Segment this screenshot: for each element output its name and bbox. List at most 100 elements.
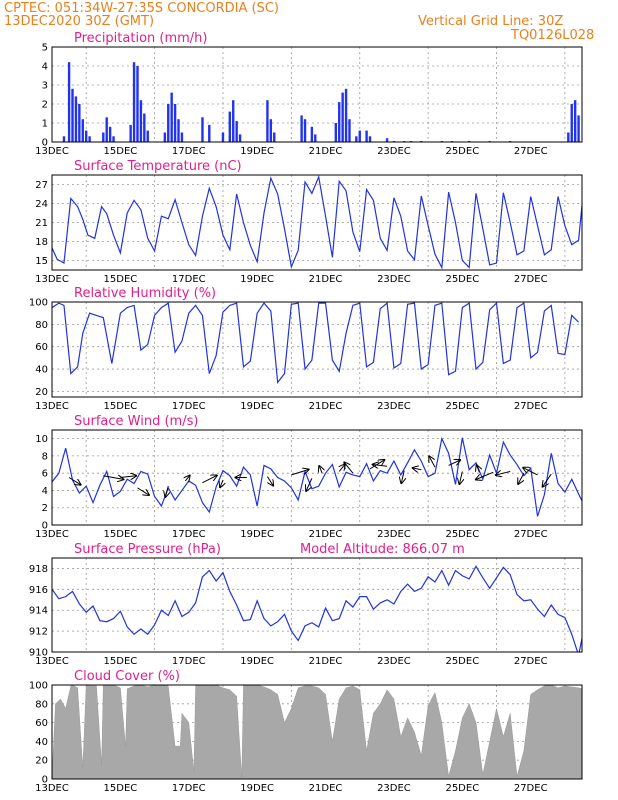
- precip-bar: [232, 100, 235, 142]
- x-tick-label: 15DEC: [104, 274, 138, 285]
- y-tick-label: 24: [35, 199, 48, 210]
- precip-bar: [112, 136, 115, 142]
- y-tick-label: 60: [35, 342, 48, 353]
- y-tick-label: 0: [42, 521, 48, 532]
- y-tick-label: 18: [35, 237, 48, 248]
- precip-bar: [132, 62, 136, 143]
- precip-bar: [355, 136, 358, 142]
- precip-bar: [341, 92, 344, 142]
- precip-bar: [314, 134, 317, 142]
- x-tick-label: 25DEC: [445, 274, 479, 285]
- y-tick-label: 914: [29, 606, 48, 617]
- x-tick-label: 21DEC: [309, 783, 343, 794]
- wind-arrow: [401, 470, 404, 484]
- x-tick-label: 17DEC: [172, 274, 206, 285]
- y-tick-label: 15: [35, 256, 48, 267]
- y-tick-label: 21: [35, 218, 48, 229]
- precip-bar: [173, 104, 177, 142]
- y-tick-label: 912: [29, 627, 48, 638]
- precip-bar: [71, 88, 74, 142]
- header-location: CPTEC: 051:34W-27:35S CONCORDIA (SC): [4, 1, 279, 16]
- precip-bar: [385, 138, 389, 142]
- y-tick-label: 5: [42, 43, 48, 54]
- wind-arrow: [306, 478, 313, 491]
- x-tick-label: 19DEC: [240, 274, 274, 285]
- x-tick-label: 23DEC: [377, 401, 411, 412]
- y-tick-label: 20: [35, 756, 48, 767]
- wind-arrow: [185, 476, 189, 481]
- x-tick-label: 13DEC: [35, 656, 69, 667]
- wind-arrow: [220, 479, 223, 487]
- x-tick-label: 25DEC: [445, 529, 479, 540]
- y-tick-label: 4: [42, 62, 48, 73]
- precip-bar: [170, 92, 173, 142]
- wind-arrow: [165, 486, 168, 497]
- x-tick-label: 13DEC: [35, 783, 69, 794]
- x-tick-label: 15DEC: [104, 529, 138, 540]
- precip-bar: [108, 126, 112, 142]
- y-tick-label: 918: [29, 564, 48, 575]
- y-tick-label: 1: [42, 119, 48, 130]
- precip-bar: [139, 100, 143, 142]
- header-run-time: 13DEC2020 30Z (GMT): [4, 14, 155, 29]
- x-tick-label: 23DEC: [377, 146, 411, 157]
- precip-bar: [208, 124, 211, 142]
- y-tick-label: 10: [35, 434, 48, 445]
- x-tick-label: 17DEC: [172, 656, 206, 667]
- wind-arrow: [339, 464, 345, 472]
- wind-arrow: [202, 475, 216, 484]
- x-tick-label: 15DEC: [104, 783, 138, 794]
- y-tick-label: 6: [42, 469, 48, 480]
- wind-arrow: [291, 470, 308, 476]
- panel-title: Surface Temperature (nC): [74, 159, 242, 174]
- wind-arrow: [373, 464, 388, 466]
- precip-bar: [273, 132, 276, 142]
- precip-bar: [310, 126, 314, 142]
- x-tick-label: 23DEC: [377, 783, 411, 794]
- precip-bar: [84, 130, 88, 142]
- wind-arrow: [137, 487, 149, 495]
- precip-bar: [570, 104, 573, 142]
- y-tick-label: 2: [42, 503, 48, 514]
- wind-arrow: [477, 465, 480, 473]
- y-tick-label: 2: [42, 100, 48, 111]
- wind-arrow: [68, 477, 81, 485]
- x-tick-label: 27DEC: [514, 274, 548, 285]
- x-tick-label: 13DEC: [35, 274, 69, 285]
- rh-line: [52, 302, 580, 385]
- x-tick-label: 13DEC: [35, 529, 69, 540]
- panel-title: Surface Wind (m/s): [74, 414, 198, 429]
- precip-bar: [303, 119, 307, 142]
- x-tick-label: 21DEC: [309, 274, 343, 285]
- precip-bar: [74, 96, 78, 142]
- plot-frame: [51, 46, 583, 143]
- precip-bar: [338, 102, 341, 142]
- plot-frame: [51, 174, 583, 271]
- panel-cloud: 0 20 40 60 80 100 13DEC 15DEC 17DEC 19DEC 21DEC 23D…: [29, 669, 583, 794]
- panel-precip: 0 1 2 3 4 5 13DEC 15DEC 17DEC 19DEC 21DEC 23DEC 25DE…: [35, 31, 583, 157]
- precip-bar: [201, 117, 204, 142]
- precip-bar: [235, 121, 238, 142]
- panel-annotation: Model Altitude: 866.07 m: [300, 542, 465, 557]
- y-tick-label: 80: [35, 699, 48, 710]
- x-tick-label: 25DEC: [445, 401, 479, 412]
- panel-title: Precipitation (mm/h): [74, 31, 207, 46]
- x-tick-label: 23DEC: [377, 274, 411, 285]
- x-tick-label: 19DEC: [240, 783, 274, 794]
- x-tick-label: 15DEC: [104, 401, 138, 412]
- x-tick-label: 25DEC: [445, 783, 479, 794]
- y-tick-label: 40: [35, 365, 48, 376]
- precip-bar: [365, 130, 368, 142]
- x-tick-label: 19DEC: [240, 401, 274, 412]
- precip-bar: [62, 136, 66, 142]
- x-tick-label: 21DEC: [309, 146, 343, 157]
- precip-bar: [67, 62, 71, 143]
- y-tick-label: 80: [35, 320, 48, 331]
- precip-bar: [266, 100, 269, 142]
- wind-arrow: [344, 462, 354, 474]
- y-tick-label: 0: [42, 138, 48, 149]
- x-tick-label: 17DEC: [172, 783, 206, 794]
- y-tick-label: 0: [42, 775, 48, 786]
- precip-bar: [358, 130, 361, 142]
- x-tick-label: 17DEC: [172, 401, 206, 412]
